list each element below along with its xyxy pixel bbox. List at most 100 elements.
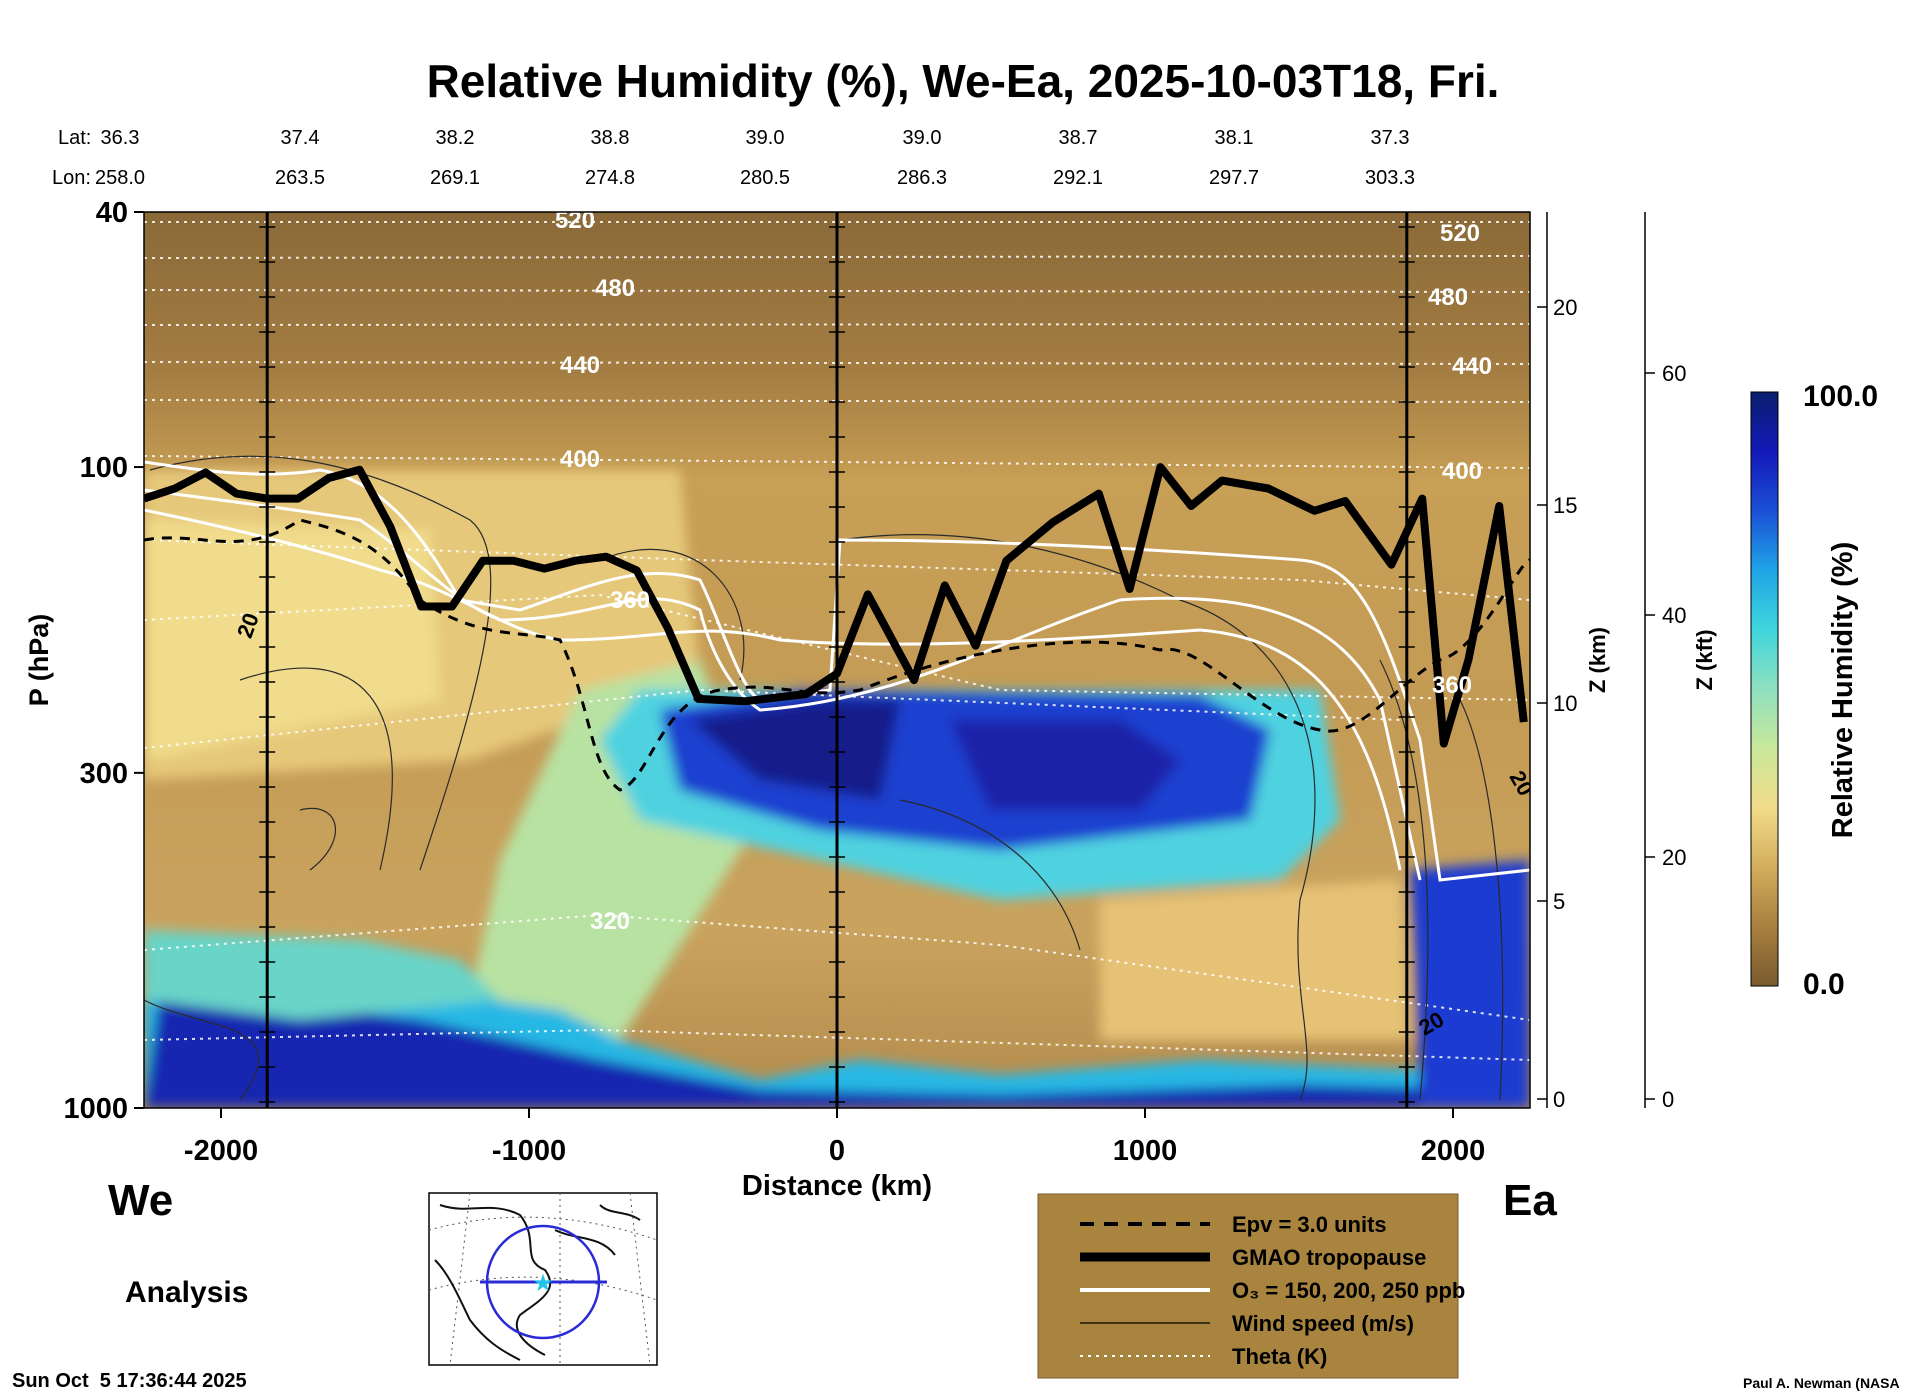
theta-label: 480: [1428, 284, 1468, 311]
x-tick-label: 1000: [1113, 1135, 1178, 1167]
wind-line: [299, 807, 337, 871]
x-tick-label: -1000: [492, 1135, 566, 1167]
longitude-value: 258.0: [95, 167, 145, 189]
x-axis-label: Distance (km): [742, 1170, 932, 1202]
tropopause-line: [144, 463, 1528, 748]
chart-title: Relative Humidity (%), We-Ea, 2025-10-03…: [427, 55, 1500, 107]
theta-label: 440: [560, 352, 600, 379]
y-tick-label: 1000: [63, 1093, 128, 1125]
latitude-value: 39.0: [746, 127, 785, 149]
z-km-tick-label: 10: [1553, 691, 1577, 716]
latitude-value: 38.8: [591, 127, 630, 149]
longitude-value: 292.1: [1053, 167, 1103, 189]
legend-items: Epv = 3.0 units GMAO tropopause O₃ = 150, …: [1080, 1212, 1465, 1369]
longitude-value: 274.8: [585, 167, 635, 189]
colorbar-label: Relative Humidity (%): [1827, 542, 1859, 839]
latitude-value: 39.0: [903, 127, 942, 149]
colorbar-max-label: 100.0: [1803, 380, 1878, 413]
longitude-value: 286.3: [897, 167, 947, 189]
z-kft-axis-label: Z (kft): [1692, 629, 1717, 690]
ozone-line: [144, 508, 1402, 871]
theta-line: [144, 913, 1530, 1021]
y-tick-label: 300: [80, 758, 128, 790]
rh-dark-core: [690, 700, 900, 800]
legend-label: GMAO tropopause: [1232, 1245, 1426, 1270]
rh-east-moist: [1410, 860, 1530, 1108]
theta-labels: 520 480 440 400 360 320 520 480 440 400 360: [555, 207, 1492, 935]
theta-label: 400: [560, 446, 600, 473]
ozone-line: [144, 488, 1422, 881]
longitude-value: 269.1: [430, 167, 480, 189]
wind-line: [239, 667, 393, 871]
legend-label: O₃ = 150, 200, 250 ppb: [1232, 1278, 1465, 1303]
wind-line: [144, 999, 260, 1101]
z-km-axis-label: Z (km): [1585, 627, 1610, 693]
lat-label: Lat:: [58, 127, 91, 149]
rh-dark-core-2: [950, 720, 1180, 810]
map-graticule: [449, 1192, 471, 1366]
map-coastline: [434, 1204, 641, 1361]
colorbar-bar: [1750, 391, 1779, 987]
credit: Paul A. Newman (NASA: [1743, 1375, 1900, 1391]
y-axis-label: P (hPa): [24, 614, 54, 707]
colorbar-min-label: 0.0: [1803, 968, 1845, 1001]
theta-label: 360: [610, 587, 650, 614]
map-center-star-icon: ★: [532, 1270, 554, 1297]
legend-label: Epv = 3.0 units: [1232, 1212, 1387, 1237]
wind-line: [1379, 659, 1429, 1101]
latitude-value: 37.4: [281, 127, 320, 149]
z-km-tick-label: 5: [1553, 889, 1565, 914]
z-km-tick-label: 15: [1553, 493, 1577, 518]
lat-lon-row: 36.3 37.4 38.2 38.8 39.0 39.0 38.7 38.1 37.3 258.…: [95, 127, 1415, 189]
longitude-value: 297.7: [1209, 167, 1259, 189]
y-tick-label: 40: [96, 197, 128, 229]
lon-label: Lon:: [52, 167, 91, 189]
theta-label: 440: [1452, 353, 1492, 380]
tropopause-path: [144, 463, 1528, 748]
theta-label: 520: [1440, 220, 1480, 247]
theta-label: 400: [1442, 458, 1482, 485]
theta-label: 360: [1432, 672, 1472, 699]
x-tick-label: 0: [829, 1135, 845, 1167]
locator-map: ★: [428, 1192, 658, 1366]
wind-line: [1459, 699, 1504, 1101]
z-kft-axis: 0 20 40 60: [1644, 212, 1686, 1112]
legend-label: Theta (K): [1232, 1344, 1327, 1369]
locator-map-frame: [428, 1192, 658, 1366]
rh-low-level-dark: [144, 990, 1530, 1108]
y-tick-label: 100: [80, 452, 128, 484]
rh-east-light: [1100, 880, 1410, 1040]
east-label: Ea: [1503, 1176, 1557, 1225]
colorbar: 100.0 0.0 Relative Humidity (%): [1750, 380, 1878, 1001]
latitude-value: 38.2: [436, 127, 475, 149]
latitude-value: 37.3: [1371, 127, 1410, 149]
longitude-value: 280.5: [740, 167, 790, 189]
legend-label: Wind speed (m/s): [1232, 1311, 1414, 1336]
theta-label: 320: [590, 908, 630, 935]
theta-label: 480: [595, 275, 635, 302]
rh-lower-west-greens: [144, 930, 500, 1020]
map-graticule: [629, 1192, 651, 1366]
vertical-reference-lines: [259, 212, 1415, 1108]
rh-westside-light: [144, 520, 440, 760]
legend: Epv = 3.0 units GMAO tropopause O₃ = 150, …: [1037, 1193, 1465, 1379]
wind-line: [899, 799, 1081, 951]
theta-label: 520: [555, 207, 595, 234]
latitude-value: 38.1: [1215, 127, 1254, 149]
x-tick-label: 2000: [1421, 1135, 1486, 1167]
rh-shading: [144, 470, 1530, 1108]
timestamp: Sun Oct 5 17:36:44 2025: [12, 1370, 247, 1392]
west-label: We: [108, 1176, 173, 1225]
theta-line: [144, 1028, 1530, 1061]
analysis-label: Analysis: [125, 1276, 248, 1309]
x-axis: -2000 -1000 0 1000 2000: [184, 1108, 1485, 1167]
z-kft-tick-label: 40: [1662, 603, 1686, 628]
epv-line: [144, 518, 1530, 792]
latitude-value: 36.3: [101, 127, 140, 149]
z-kft-tick-label: 20: [1662, 845, 1686, 870]
latitude-value: 38.7: [1059, 127, 1098, 149]
longitude-value: 263.5: [275, 167, 325, 189]
wind-line: [599, 548, 745, 681]
